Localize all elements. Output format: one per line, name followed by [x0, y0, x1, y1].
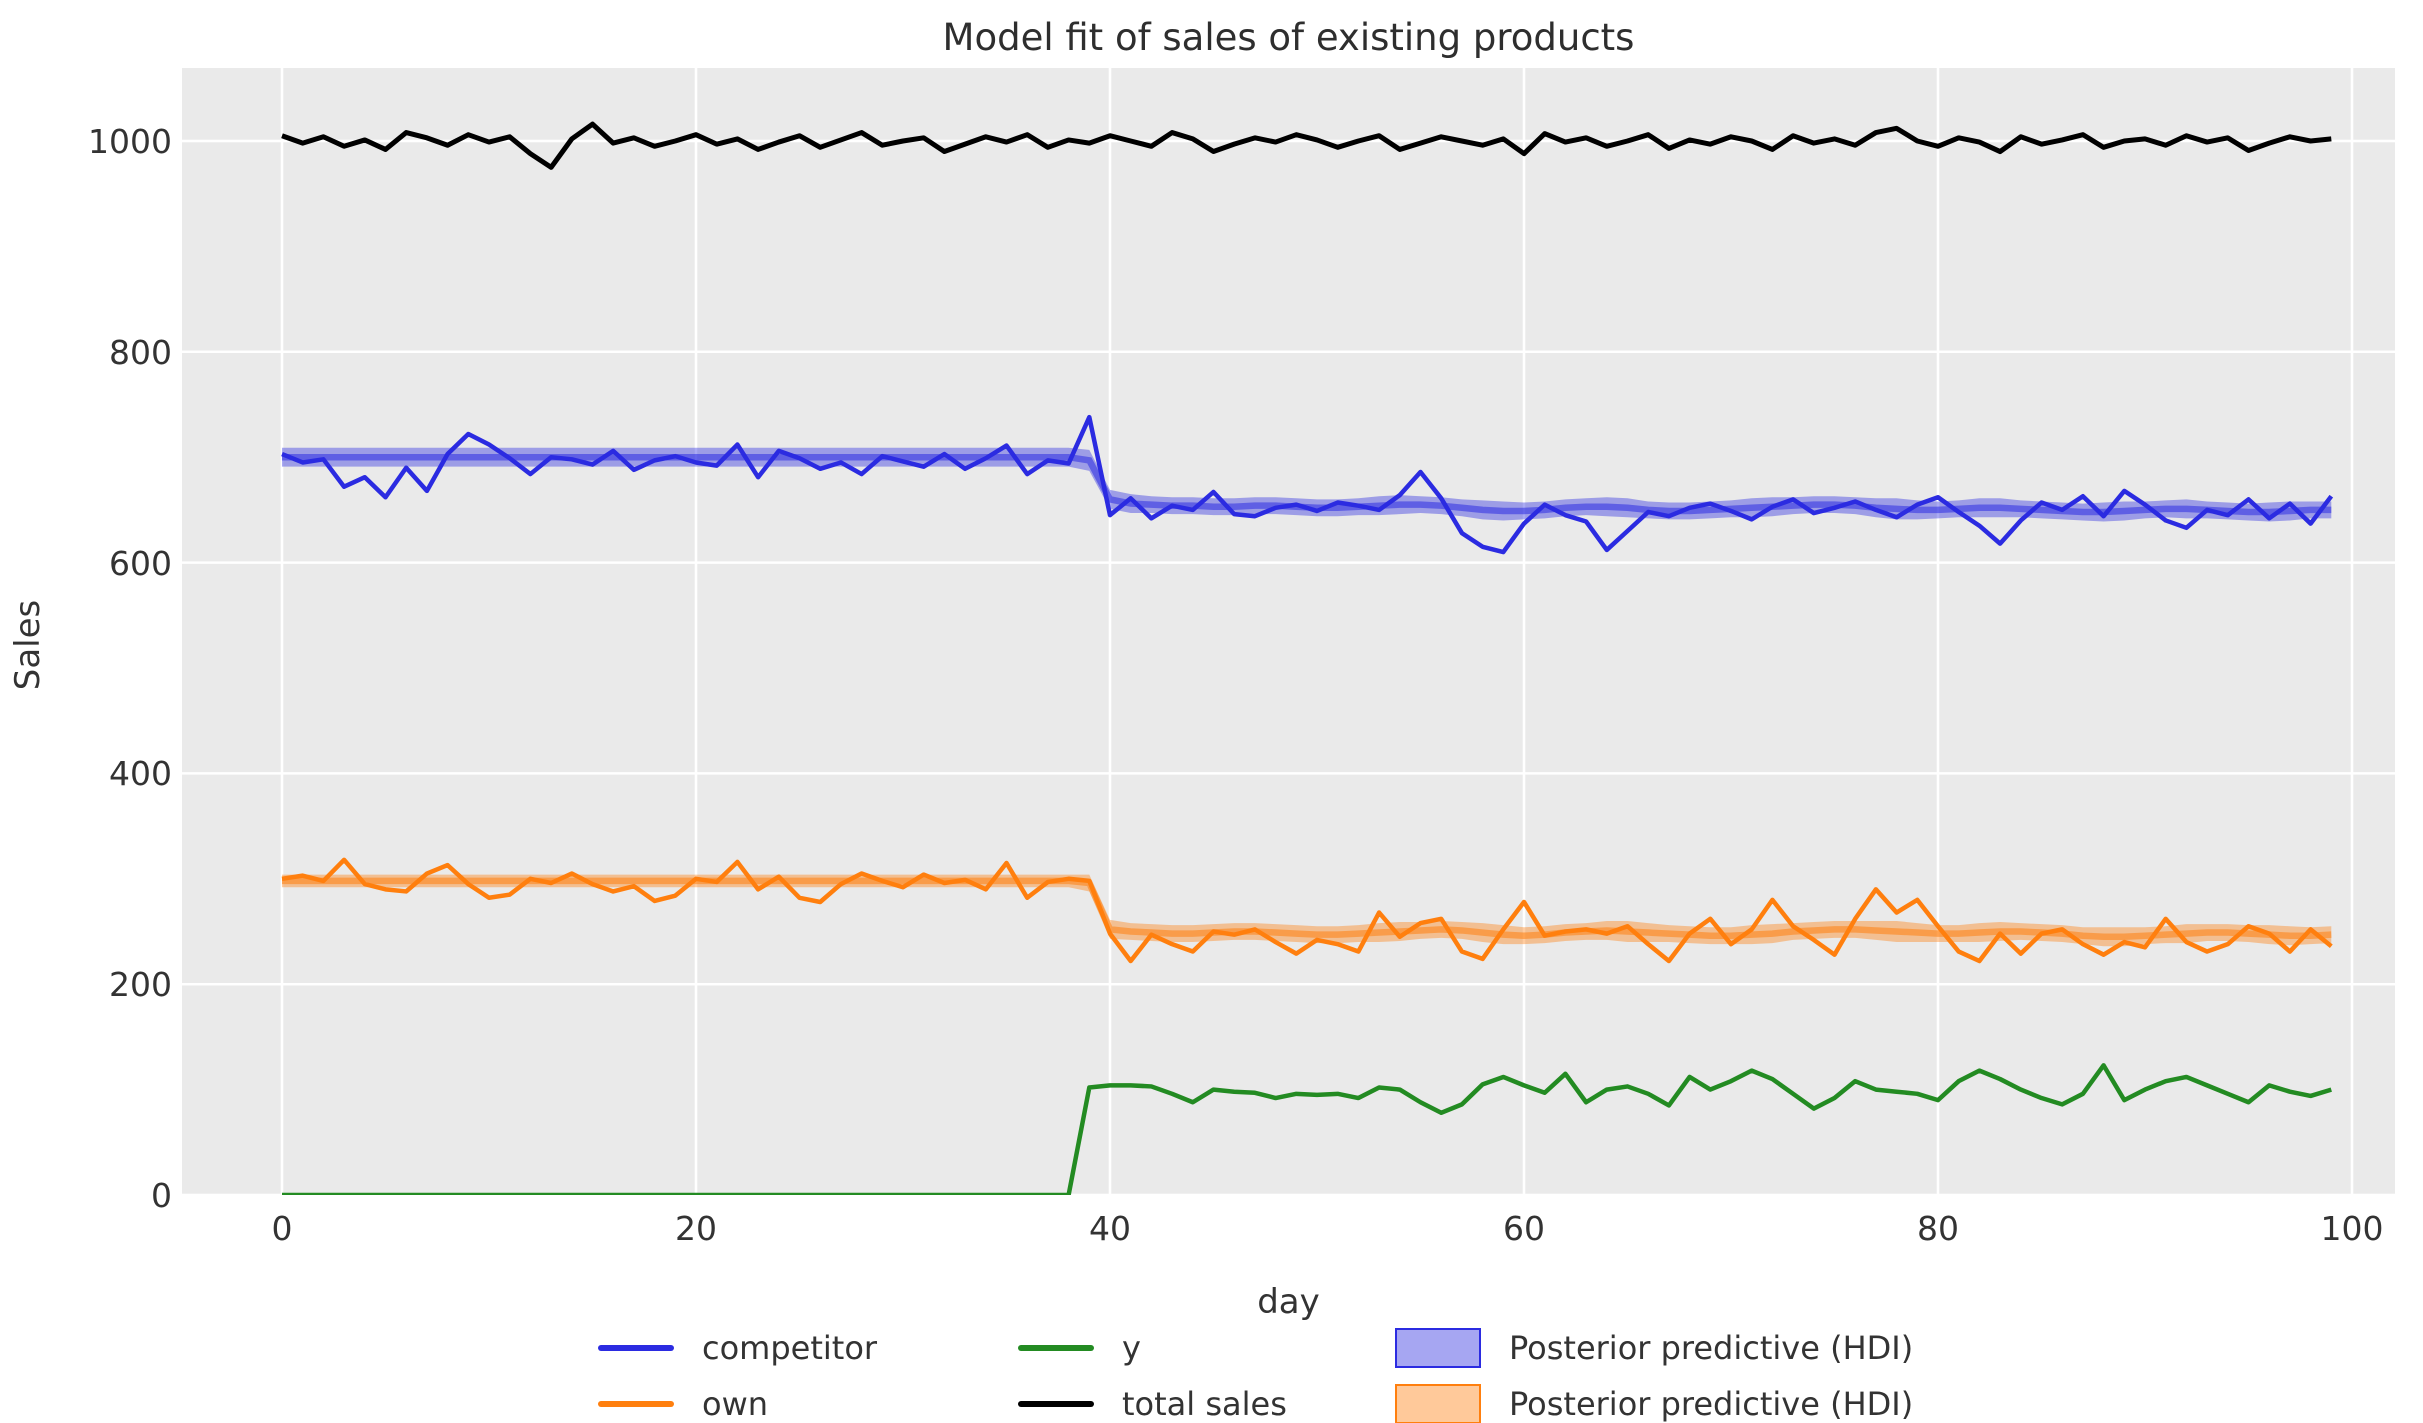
- y-tick-label: 800: [109, 332, 172, 372]
- posterior-mean-line: [282, 877, 2332, 941]
- legend-label: total sales: [1122, 1385, 1287, 1423]
- legend-item-y: y: [1018, 1326, 1141, 1370]
- series-line-total-sales: [281, 121, 2332, 170]
- legend-item-own: own: [598, 1382, 768, 1423]
- legend-label: y: [1122, 1329, 1141, 1367]
- series-line-competitor: [281, 414, 2334, 555]
- x-tick-label: 100: [2320, 1209, 2384, 1248]
- y-tick-label: 400: [109, 754, 172, 794]
- y-tick-label: 200: [109, 965, 172, 1005]
- y-tick-label: 600: [109, 543, 172, 583]
- legend-item-posterior-predictive-hdi-: Posterior predictive (HDI): [1395, 1326, 1913, 1370]
- legend-line-swatch: [1018, 1401, 1094, 1407]
- legend-item-competitor: competitor: [598, 1326, 877, 1370]
- series-line-own: [281, 857, 2333, 964]
- legend-patch-swatch: [1395, 1384, 1481, 1423]
- legend-label: Posterior predictive (HDI): [1509, 1385, 1914, 1423]
- x-tick-label: 0: [271, 1209, 293, 1248]
- legend-label: competitor: [702, 1329, 878, 1367]
- legend-label: Posterior predictive (HDI): [1509, 1329, 1914, 1367]
- legend-patch-swatch: [1395, 1328, 1481, 1368]
- x-tick-label: 40: [1089, 1209, 1131, 1248]
- x-tick-label: 20: [675, 1209, 717, 1248]
- legend-item-posterior-predictive-hdi-: Posterior predictive (HDI): [1395, 1382, 1913, 1423]
- legend-line-swatch: [598, 1345, 674, 1351]
- x-tick-label: 60: [1503, 1209, 1545, 1248]
- x-axis-label: day: [1257, 1282, 1320, 1322]
- legend-line-swatch: [1018, 1345, 1094, 1351]
- x-tick-label: 80: [1917, 1209, 1959, 1248]
- plot-background: [182, 68, 2395, 1195]
- series-line-y: [282, 1063, 2332, 1195]
- legend-label: own: [702, 1385, 769, 1423]
- legend-item-total-sales: total sales: [1018, 1382, 1287, 1423]
- chart-title: Model fit of sales of existing products: [942, 16, 1635, 59]
- y-tick-label: 0: [151, 1176, 172, 1215]
- y-tick-label: 1000: [88, 122, 172, 161]
- legend-line-swatch: [598, 1401, 674, 1407]
